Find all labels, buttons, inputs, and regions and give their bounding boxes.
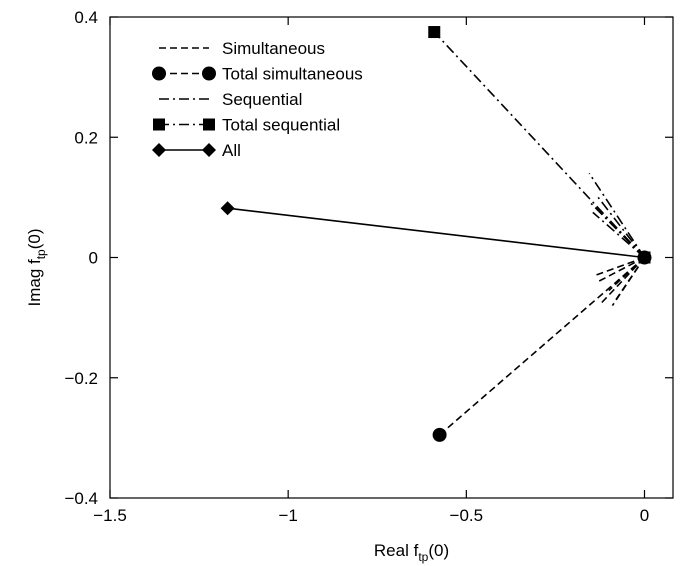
series-all xyxy=(220,201,652,265)
legend-square-marker xyxy=(153,118,165,131)
legend-circle-marker xyxy=(152,66,166,81)
series-line xyxy=(597,196,646,258)
axes: −1.5 −1 −0.5 0 −0.4 −0.2 0 0.2 0.4 Real ftp(0) Ima… xyxy=(25,8,674,564)
y-tick-label: 0.4 xyxy=(74,8,98,27)
series-line xyxy=(592,211,646,259)
series-line xyxy=(590,202,646,259)
y-tick-label: −0.4 xyxy=(64,489,98,508)
diamond-marker xyxy=(220,201,235,216)
series-line xyxy=(608,256,646,292)
series-line xyxy=(433,31,646,259)
plot-frame xyxy=(109,16,674,499)
series-line xyxy=(601,256,646,304)
series-line xyxy=(439,256,646,436)
legend-entry-simultaneous: Simultaneous xyxy=(159,39,325,58)
series-line xyxy=(594,256,645,277)
series-line xyxy=(588,172,646,258)
x-tick-label: −0.5 xyxy=(450,506,484,525)
series-line xyxy=(611,257,646,307)
legend: Simultaneous Total simultaneous Sequential… xyxy=(152,39,363,160)
legend-entry-total-simultaneous: Total simultaneous xyxy=(152,65,363,84)
series-simultaneous xyxy=(594,256,646,307)
x-tick-label: −1.5 xyxy=(93,506,127,525)
plot-area xyxy=(220,26,652,442)
legend-diamond-marker xyxy=(152,143,166,157)
diamond-marker xyxy=(637,250,652,265)
y-tick-label: 0 xyxy=(89,249,98,268)
legend-diamond-marker xyxy=(202,143,216,157)
series-total-sequential xyxy=(428,26,651,264)
legend-label: All xyxy=(222,141,241,160)
circle-marker xyxy=(432,427,447,442)
y-tick-label: −0.2 xyxy=(64,369,98,388)
series-line xyxy=(597,256,645,283)
square-marker xyxy=(428,26,441,39)
legend-circle-marker xyxy=(202,66,216,81)
legend-label: Simultaneous xyxy=(222,39,325,58)
x-tick-label: 0 xyxy=(640,506,649,525)
legend-entry-all: All xyxy=(152,141,241,160)
series-line xyxy=(227,207,645,259)
legend-label: Total sequential xyxy=(222,116,340,135)
y-tick-label: 0.2 xyxy=(74,128,98,147)
y-axis-label: Imag ftp(0) xyxy=(25,228,48,306)
legend-label: Sequential xyxy=(222,90,302,109)
legend-entry-total-sequential: Total sequential xyxy=(153,116,340,135)
x-axis-label: Real ftp(0) xyxy=(374,541,449,564)
series-total-simultaneous xyxy=(432,250,652,442)
legend-entry-sequential: Sequential xyxy=(159,90,302,109)
legend-square-marker xyxy=(203,118,215,131)
series-sequential xyxy=(588,172,646,259)
x-tick-label: −1 xyxy=(278,506,297,525)
legend-label: Total simultaneous xyxy=(222,65,363,84)
